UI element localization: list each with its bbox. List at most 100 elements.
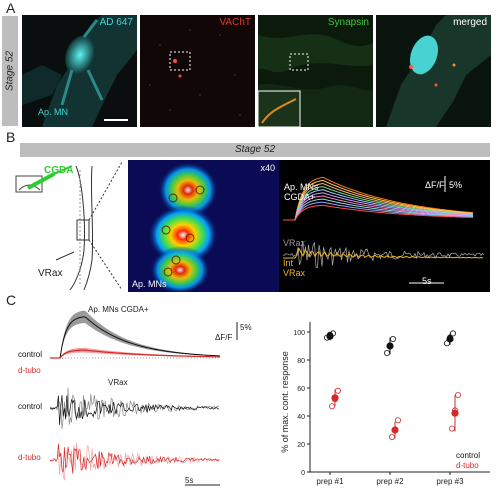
calcium-trace-9 [283,201,473,221]
panel-b-stage-bar: Stage 52 [20,143,490,157]
chart-marks [324,330,461,441]
calcium-trace-4 [283,186,474,221]
d-tubo-mean-2 [391,426,399,434]
time-scale-label-b: 5s [422,276,432,286]
ad647-label: AD 647 [99,17,133,28]
micrograph-ad647-image [22,15,137,127]
calcium-trace-lines [283,176,474,221]
calcium-trace-3 [283,182,474,221]
pipette-icon [27,172,55,190]
d-tubo-point-1-3 [335,387,342,394]
response-chart: % of max. cont. response 0 20 40 60 80 100 pr… [280,322,490,486]
control-label-c1: control [18,350,43,359]
d-tubo-point-3-1 [448,425,455,432]
d-tubo-point-2-3 [395,417,402,424]
vrax-trace-label: VRax [283,238,306,248]
vrax-trace [282,240,485,269]
vrax-electrode [55,251,75,261]
micrograph-vacht: VAChT [140,15,255,127]
panel-a-letter: A [6,0,16,16]
df-label-b: ΔF/F [425,180,445,190]
calcium-trace-1 [283,176,474,221]
ap-mn-label: Ap. MN [38,107,69,117]
vrax-label-c: VRax [108,378,128,387]
calcium-traces-panel: Ap. MNs CGDA+ ΔF/F 5% VRax Int VRax 5s [279,160,490,292]
calcium-heatmap: x40 Ap. MNs [128,160,279,292]
x-tick-label-2: prep #2 [376,477,404,486]
chart-y-label: % of max. cont. response [280,351,290,453]
vacht-label: VAChT [219,17,252,28]
df-scale-label-c: 5% [240,323,252,332]
calcium-trace-6 [283,192,474,221]
dtubo-label-c2: d-tubo [18,453,41,462]
micrograph-vacht-image [140,15,255,127]
control-point-2-3 [390,335,397,342]
traces-title-line2: CGDA+ [284,192,316,202]
int-label: Int [283,258,294,268]
y-tick-label-20: 20 [297,442,305,449]
vrax-int-trace [283,247,484,259]
vrax-int-label: VRax [283,268,306,278]
y-tick-label-80: 80 [297,358,305,365]
dtubo-vrax-band [49,442,220,481]
micrograph-synapsin: Synapsin [258,15,373,127]
control-vrax-trace [49,395,220,425]
d-tubo-point-2-1 [389,434,396,441]
micrograph-ad647: AD 647 Ap. MN [22,15,137,127]
calcium-trace-5 [283,189,474,221]
control-calcium-trace [50,316,221,359]
calcium-heatmap-image [128,160,279,292]
micrograph-merged: merged [376,15,491,127]
y-tick-label-100: 100 [293,330,305,337]
d-tubo-mean-1 [331,394,339,402]
control-point-3-3 [449,330,456,337]
traces-title-line1: Ap. MNs [284,182,319,192]
panel-c-title: Ap. MNs CGDA+ [88,305,149,314]
vrax-raw-trace [282,240,485,269]
micrograph-synapsin-image [258,15,373,127]
scale-bar [104,119,128,121]
calcium-trace-7 [283,195,474,221]
zoom-label: x40 [260,163,275,173]
dtubo-label-c1: d-tubo [18,366,41,375]
ap-mns-label: Ap. MNs [132,279,167,289]
panel-c-vrax-traces [49,387,220,481]
dish-icon [15,175,43,193]
chart-y-ticks: 0 20 40 60 80 100 [293,330,310,477]
d-tubo-mean-3 [451,409,459,417]
y-tick-label-40: 40 [297,414,305,421]
d-tubo-point-3-3 [454,392,461,399]
calcium-trace-2 [283,179,474,221]
panel-c-letter: C [6,292,17,308]
synapsin-label: Synapsin [327,17,369,28]
legend-control: control [456,451,480,460]
legend-dtubo: d-tubo [456,461,479,470]
panel-c-traces [49,310,238,486]
y-tick-label-0: 0 [301,470,305,477]
y-tick-label-60: 60 [297,386,305,393]
calcium-trace-8 [283,198,474,221]
merged-label: merged [453,17,487,28]
control-vrax-band [49,387,220,430]
control-mean-3 [446,335,454,343]
panel-b-letter: B [6,129,16,145]
chart-x-categories: prep #1 prep #2 prep #3 [316,472,464,486]
calcium-trace-10 [283,204,474,221]
time-scale-label-c: 5s [185,476,194,485]
dtubo-vrax-trace [49,443,220,474]
panel-c-calcium-traces [50,310,221,359]
panel-a-stage-label: Stage 52 [4,50,16,92]
cgda-label: CGDA [44,165,74,176]
dtubo-calcium-trace [50,349,221,359]
control-point-2-1 [384,350,391,357]
tadpole-schematic [15,161,123,291]
vrax-label-schematic: VRax [38,268,63,279]
x-tick-label-1: prep #1 [316,477,344,486]
control-mean-2 [386,342,394,350]
df-label-c: ΔF/F [215,333,233,342]
control-label-c2: control [18,402,43,411]
panel-a-stage-bar: Stage 52 [2,16,18,126]
x-tick-label-3: prep #3 [436,477,464,486]
df-scale-label-b: 5% [449,180,463,190]
traces-b-svg [282,176,485,284]
